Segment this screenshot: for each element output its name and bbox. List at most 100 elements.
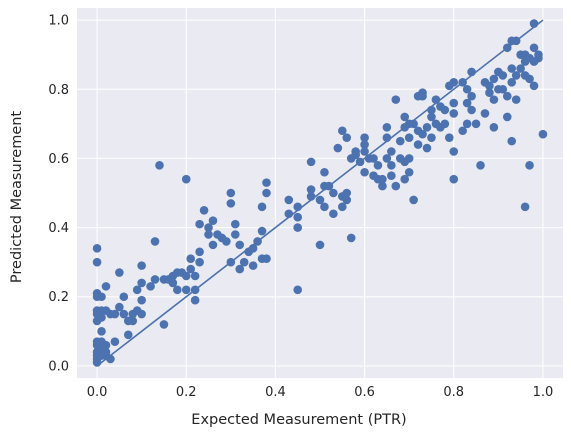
data-point [226, 199, 236, 208]
x-tick-label: 0.6 [354, 385, 375, 400]
data-point [204, 230, 213, 239]
data-point [378, 174, 387, 184]
data-point [467, 91, 476, 101]
data-point [181, 174, 191, 184]
data-point [195, 257, 204, 267]
data-point [480, 109, 490, 118]
data-point [382, 133, 392, 142]
data-point [404, 167, 414, 177]
x-axis-label: Expected Measurement (PTR) [191, 412, 406, 428]
data-point [391, 95, 401, 104]
y-tick-label: 0.6 [48, 152, 69, 167]
y-tick-label: 0.2 [48, 290, 69, 305]
data-point [315, 240, 325, 250]
y-axis-label: Predicted Measurement [9, 111, 25, 284]
data-point [511, 36, 521, 46]
data-point [467, 67, 476, 77]
data-point [360, 140, 369, 149]
data-point [404, 154, 414, 163]
data-point [293, 223, 303, 232]
data-point [427, 112, 436, 122]
data-point [511, 71, 521, 80]
data-point [445, 133, 454, 142]
data-point [516, 64, 525, 73]
data-point [333, 143, 343, 153]
y-tick-label: 0.0 [48, 359, 69, 374]
data-point [400, 174, 410, 184]
data-point [110, 337, 120, 346]
data-point [507, 64, 517, 73]
data-point [422, 122, 432, 132]
data-point [226, 188, 236, 198]
data-point [284, 195, 294, 205]
data-point [355, 157, 365, 167]
data-point [128, 316, 138, 326]
data-point [346, 233, 356, 243]
y-tick-label: 0.8 [48, 83, 69, 98]
data-point [440, 105, 450, 115]
data-point [123, 330, 133, 340]
data-point [101, 282, 111, 291]
data-point [449, 98, 459, 108]
data-point [502, 43, 512, 53]
data-point [422, 143, 432, 153]
data-point [155, 161, 164, 170]
data-point [485, 88, 494, 98]
data-point [146, 282, 155, 291]
data-point [248, 261, 258, 270]
data-point [235, 240, 245, 250]
data-point [190, 285, 200, 295]
data-point [222, 237, 231, 246]
x-tick-label: 0.4 [265, 385, 286, 400]
y-tick-labels: 0.0 0.2 0.4 0.6 0.8 1.0 [48, 14, 69, 375]
data-point [471, 119, 481, 129]
data-point [369, 154, 378, 163]
y-tick-label: 0.4 [48, 221, 69, 236]
data-point [360, 147, 369, 156]
data-point [204, 223, 213, 232]
data-point [387, 147, 396, 156]
data-point [476, 161, 485, 170]
data-point [351, 150, 360, 160]
data-point [529, 19, 539, 28]
data-point [529, 81, 539, 91]
x-tick-labels: 0.0 0.2 0.4 0.6 0.8 1.0 [87, 385, 554, 400]
data-point [110, 309, 120, 319]
data-point [150, 275, 160, 284]
data-point [409, 119, 418, 129]
data-point [324, 181, 334, 191]
data-point [262, 178, 271, 187]
data-point [257, 226, 267, 236]
data-point [387, 171, 396, 181]
data-point [186, 254, 195, 264]
data-point [106, 354, 115, 364]
data-point [485, 81, 494, 91]
data-point [458, 78, 467, 87]
data-point [253, 237, 262, 246]
data-point [329, 188, 338, 198]
data-point [462, 98, 472, 108]
data-point [511, 95, 521, 104]
data-point [115, 302, 124, 312]
data-point [449, 109, 459, 118]
data-point [226, 257, 236, 267]
data-point [431, 95, 441, 104]
x-tick-label: 0.2 [176, 385, 197, 400]
data-point [97, 313, 106, 322]
data-point [502, 91, 512, 101]
data-point [391, 181, 401, 191]
data-point [525, 161, 534, 170]
data-point [489, 74, 499, 84]
data-point [320, 167, 329, 177]
data-point [248, 244, 258, 253]
data-point [529, 43, 539, 53]
data-point [387, 161, 396, 170]
data-point [168, 278, 178, 288]
data-point [427, 133, 436, 142]
x-tick-label: 0.8 [443, 385, 464, 400]
data-point [306, 185, 316, 194]
data-point [449, 147, 459, 156]
data-point [92, 358, 102, 367]
data-point [418, 91, 427, 101]
data-point [230, 230, 240, 239]
